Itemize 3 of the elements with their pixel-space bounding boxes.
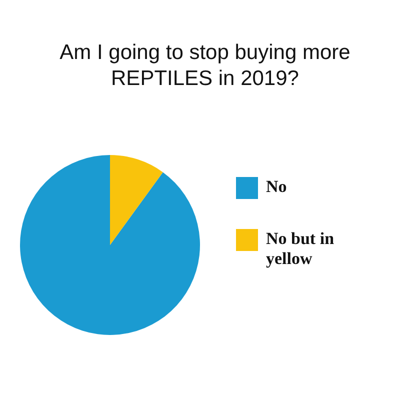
legend-label: No but in yellow	[266, 229, 336, 269]
legend-label: No	[266, 177, 288, 197]
chart-title: Am I going to stop buying more REPTILES in 2019?	[58, 40, 352, 92]
